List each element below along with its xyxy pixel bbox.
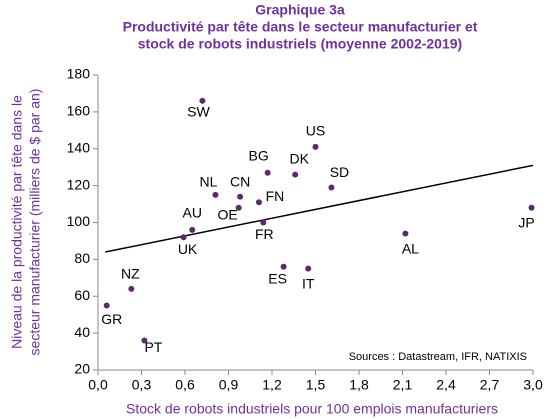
point-label: OE	[218, 206, 238, 222]
point-label: DK	[289, 150, 309, 166]
point-label: FN	[266, 188, 285, 204]
point	[212, 191, 219, 198]
point	[528, 204, 535, 211]
point	[103, 302, 110, 309]
y-tick-label: 60	[74, 287, 90, 303]
x-tick-label: 0,3	[132, 377, 152, 393]
x-tick-label: 0,6	[175, 377, 195, 393]
x-tick-label: 1,2	[262, 377, 282, 393]
point-label: SW	[187, 104, 210, 120]
point	[328, 184, 335, 191]
point	[189, 226, 196, 233]
point	[312, 143, 319, 150]
point	[280, 263, 287, 270]
point	[402, 230, 409, 237]
point-label: JP	[518, 214, 534, 230]
point	[237, 193, 244, 200]
y-axis-label: Niveau de la productivité par tête dans …	[9, 95, 25, 349]
y-tick-label: 80	[74, 250, 90, 266]
point	[292, 171, 299, 178]
point-label: BG	[249, 147, 269, 163]
annotation: Sources : Datastream, IFR, NATIXIS	[349, 351, 527, 363]
point	[264, 169, 271, 176]
point-label: GR	[101, 311, 122, 327]
point-label: FR	[255, 226, 274, 242]
x-tick-label: 2,7	[480, 377, 500, 393]
point-label: UK	[178, 241, 198, 257]
y-tick-label: 100	[67, 213, 91, 229]
point	[305, 265, 312, 272]
point-label: CN	[230, 173, 250, 189]
x-tick-label: 3,0	[523, 377, 543, 393]
y-tick-label: 20	[74, 361, 90, 377]
point-label: AL	[402, 240, 419, 256]
chart-title: Graphique 3a	[255, 2, 345, 18]
x-tick-label: 2,4	[436, 377, 456, 393]
point-label: AU	[183, 205, 202, 221]
point	[180, 234, 187, 241]
x-tick-label: 1,5	[306, 377, 326, 393]
y-tick-label: 120	[67, 176, 91, 192]
point-label: US	[306, 123, 325, 139]
x-axis-label: Stock de robots industriels pour 100 emp…	[126, 401, 498, 417]
point-label: ES	[268, 270, 287, 286]
point	[141, 337, 148, 344]
x-tick-label: 2,1	[393, 377, 413, 393]
x-tick-label: 0,0	[88, 377, 108, 393]
point	[128, 285, 135, 292]
y-axis-label: secteur manufacturier (milliers de $ par…	[27, 89, 43, 356]
point-label: SD	[330, 164, 349, 180]
point	[255, 199, 262, 206]
point	[199, 97, 206, 104]
point	[235, 204, 242, 211]
y-tick-label: 160	[67, 103, 91, 119]
y-tick-label: 180	[67, 66, 91, 82]
x-tick-label: 1,8	[349, 377, 369, 393]
y-tick-label: 140	[67, 139, 91, 155]
chart-title: stock de robots industriels (moyenne 200…	[138, 36, 462, 52]
y-tick-label: 40	[74, 324, 90, 340]
x-tick-label: 0,9	[219, 377, 239, 393]
point-label: NZ	[121, 266, 140, 282]
point	[260, 219, 267, 226]
point-label: NL	[199, 174, 217, 190]
chart-title: Productivité par tête dans le secteur ma…	[123, 19, 478, 35]
point-label: PT	[144, 339, 162, 355]
trend-line	[105, 164, 534, 253]
point-label: IT	[302, 275, 315, 291]
